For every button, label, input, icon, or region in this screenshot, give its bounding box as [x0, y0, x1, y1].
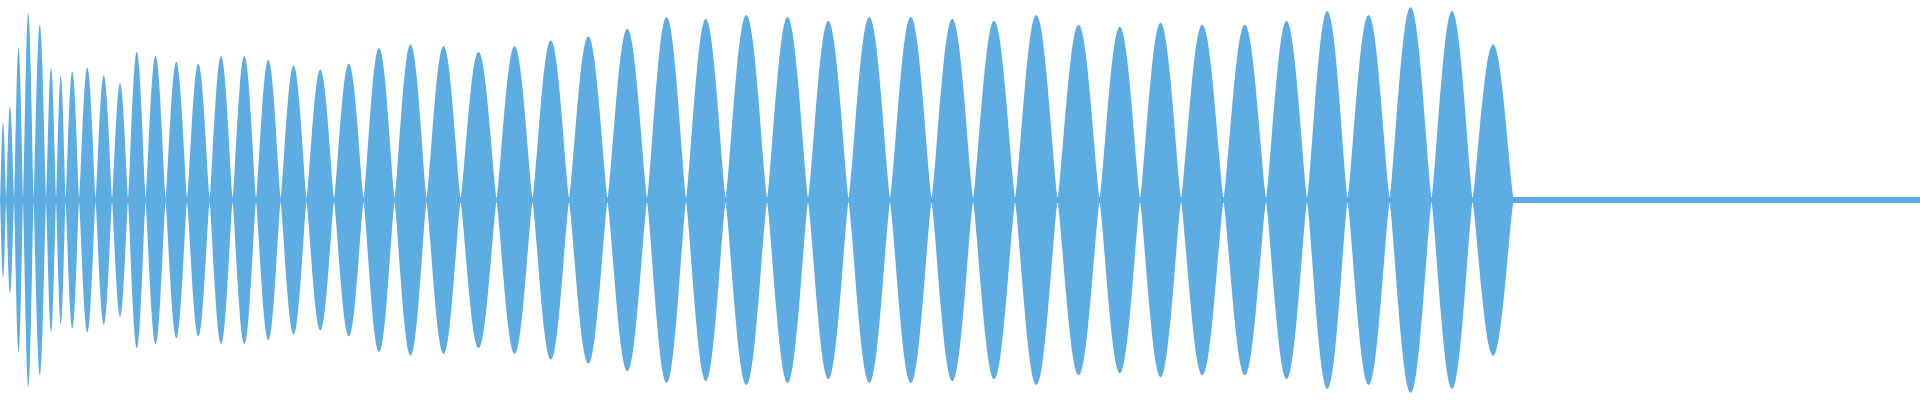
waveform-lobe [145, 55, 166, 345]
waveform-lobe [931, 18, 973, 382]
waveform-lobe [1099, 26, 1140, 374]
waveform-lobe [1347, 14, 1390, 386]
waveform-lobe [767, 16, 808, 384]
waveform-lobe [1431, 10, 1473, 390]
waveform-lobe [306, 69, 334, 331]
waveform-lobe [890, 16, 932, 384]
waveform-lobe [1057, 24, 1100, 376]
waveform-lobe [46, 67, 56, 333]
waveform-lobe [14, 47, 23, 353]
waveform-lobe [607, 28, 647, 372]
waveform-lobe [394, 44, 427, 356]
waveform-lobe [280, 65, 307, 335]
waveform-lobe [0, 122, 6, 278]
waveform-lobe [725, 14, 767, 386]
waveform-lobe [112, 83, 128, 317]
waveform-lobe [569, 36, 608, 364]
waveform-lobe [256, 59, 281, 341]
waveform-lobe [496, 45, 533, 355]
waveform-lobe [848, 16, 890, 384]
waveform-lobe [79, 67, 96, 333]
waveform-lobe [1223, 24, 1266, 376]
waveform-lobe [1266, 20, 1307, 380]
waveform-lobe [232, 55, 256, 345]
waveform-lobe [686, 18, 726, 382]
waveform-lobe [1140, 22, 1181, 378]
waveform-lobe [95, 75, 112, 325]
waveform-lobe [426, 45, 461, 355]
waveform-lobe [1389, 6, 1432, 394]
waveform-lobe [33, 24, 46, 376]
waveform-lobe [1015, 14, 1058, 386]
waveform-lobe [187, 63, 210, 337]
waveform-lobe [973, 20, 1015, 380]
waveform-lobe [532, 40, 569, 360]
waveform-lobe [1472, 44, 1514, 356]
waveform-lobe [23, 12, 34, 388]
waveform-lobe [128, 51, 146, 349]
waveform-lobe [209, 55, 233, 345]
waveform-lobe [1181, 24, 1224, 376]
waveform-lobe [56, 75, 66, 325]
waveform-lobe [165, 61, 187, 339]
waveform-lobe [808, 20, 849, 380]
waveform-lobe [460, 51, 497, 349]
waveform-lobe [363, 47, 395, 353]
waveform-lobe [647, 16, 686, 384]
waveform-lobe [65, 71, 79, 329]
waveform-lobe [1307, 10, 1348, 390]
waveform-lobe [6, 106, 14, 294]
waveform-lobe [334, 63, 364, 337]
